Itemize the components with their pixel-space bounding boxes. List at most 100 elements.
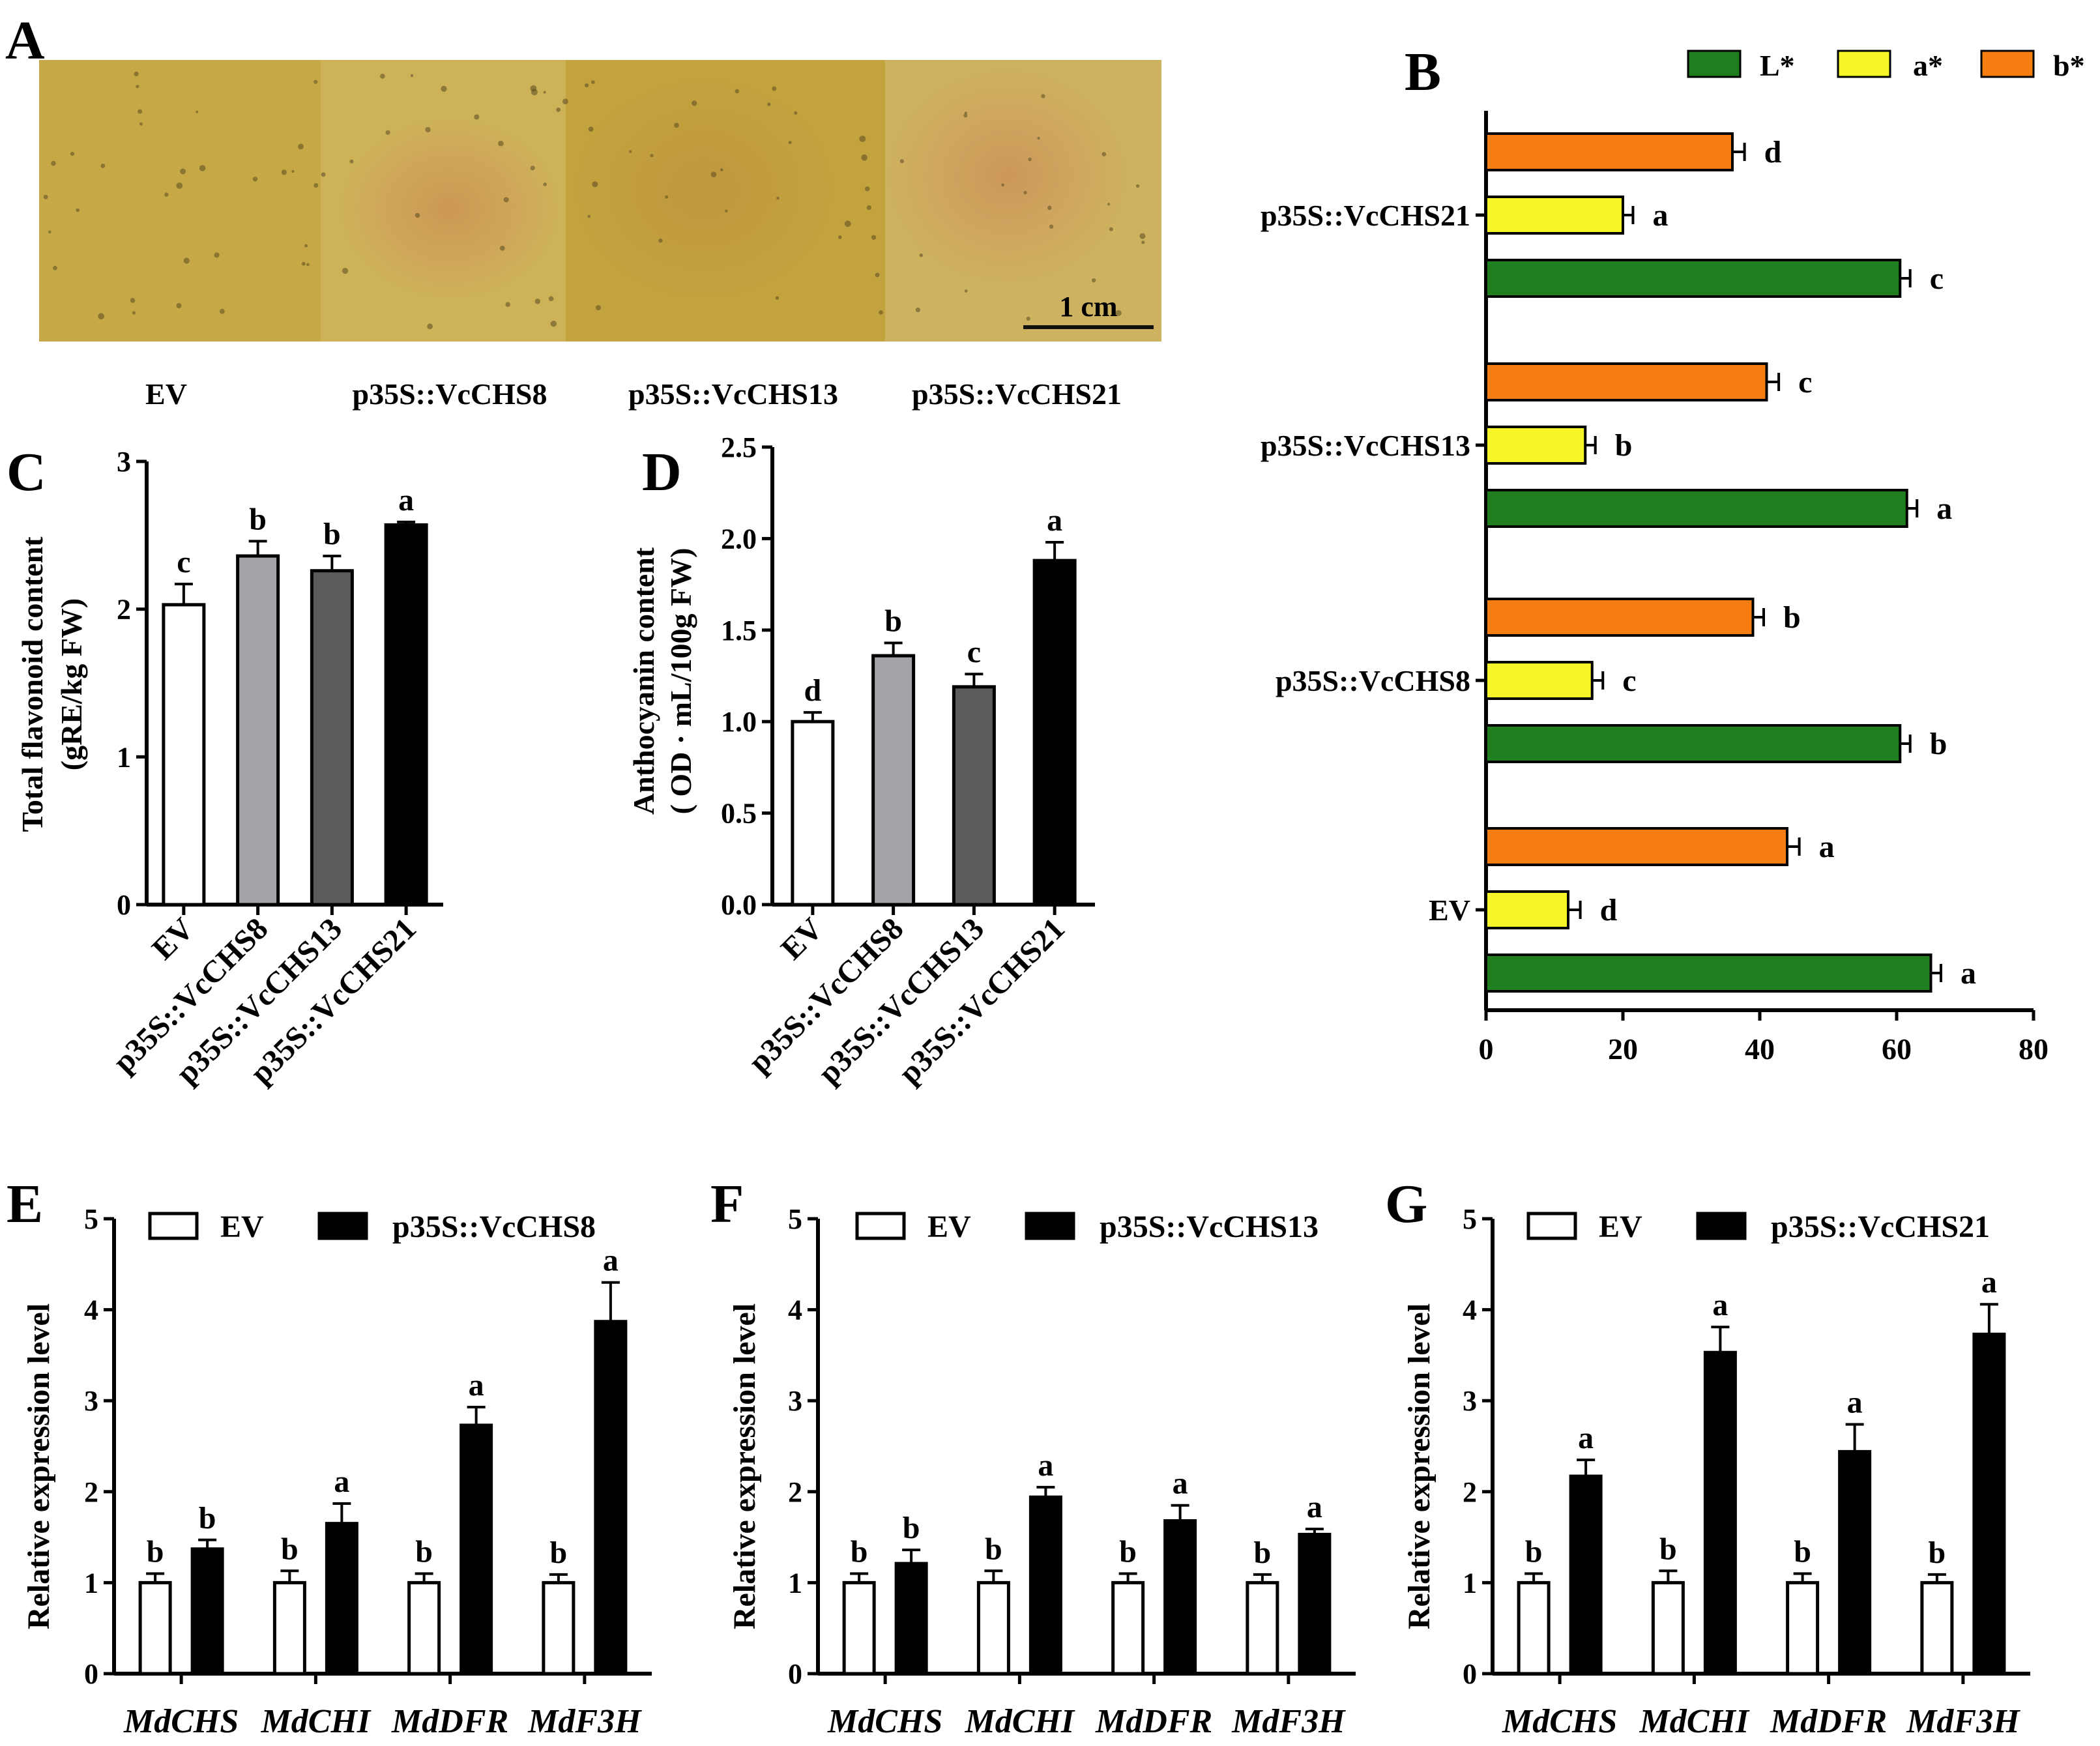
chart-b-y-label: p35S::VcCHS13 xyxy=(1261,429,1470,462)
chart-f-x-label: MdCHI xyxy=(965,1703,1075,1740)
chart-c-y-tick-label: 1 xyxy=(117,741,131,773)
chart-c-y-tick-label: 3 xyxy=(117,446,131,478)
chart-c-bar-cat1 xyxy=(236,554,280,907)
photo-pore xyxy=(710,171,717,178)
photo-pore xyxy=(176,303,182,309)
chart-e-sig-letter: b xyxy=(199,1501,216,1535)
photo-pore xyxy=(844,220,851,227)
photo-pore xyxy=(505,302,510,307)
legend-swatch-a xyxy=(1837,50,1891,78)
chart-g: G Relative expression level 0 1 2 3 4 5 b a MdCH… xyxy=(1385,1174,2030,1740)
chart-b-y-label: EV xyxy=(1429,894,1470,927)
chart-c-bar-cat2 xyxy=(310,569,354,907)
chart-g-sig-letter: b xyxy=(1929,1535,1946,1570)
photo-pore xyxy=(543,91,546,94)
photo-pore xyxy=(543,182,547,186)
chart-e-y-tick-label: 2 xyxy=(84,1476,98,1508)
photo-pore xyxy=(1041,94,1045,98)
chart-b-sig-letter: c xyxy=(1798,365,1812,400)
photo-pore xyxy=(180,168,186,175)
photo-pore xyxy=(879,310,883,315)
chart-f-sig-letter: b xyxy=(1254,1535,1272,1570)
legend-label-a: a* xyxy=(1913,49,1943,82)
chart-d-y-tick-label: 1.0 xyxy=(721,706,757,738)
photo-pore xyxy=(130,298,136,303)
chart-e-sig-letter: b xyxy=(550,1535,568,1570)
chart-b-sig-letter: a xyxy=(1819,830,1835,864)
photo-pore xyxy=(1028,157,1032,162)
photo-pore xyxy=(136,85,139,89)
chart-f-legend-swatch-transgenic xyxy=(1025,1212,1075,1240)
photo-pore xyxy=(725,209,728,212)
chart-b-sig-letter: a xyxy=(1936,491,1952,526)
chart-e-sig-letter: b xyxy=(147,1534,164,1569)
chart-d-sig-letter: c xyxy=(967,635,981,669)
photo-pore xyxy=(298,143,304,150)
chart-g-x-label: MdF3H xyxy=(1906,1703,2020,1740)
chart-b-y-label: p35S::VcCHS21 xyxy=(1261,199,1470,232)
photo-pore xyxy=(164,192,169,197)
chart-f-sig-letter: a xyxy=(1307,1490,1322,1524)
chart-g-x-label: MdCHS xyxy=(1502,1703,1617,1740)
chart-d-y-tick-label: 2.0 xyxy=(721,523,757,555)
chart-f-legend-swatch-ev xyxy=(855,1212,906,1240)
chart-g-bar-transgenic xyxy=(1569,1474,1603,1676)
photo-label-vcchs13: p35S::VcCHS13 xyxy=(628,377,838,411)
chart-f-y-tick-label: 5 xyxy=(788,1203,802,1235)
chart-e-y-tick-label: 5 xyxy=(84,1203,98,1235)
chart-b-bar-a-star xyxy=(1485,426,1587,465)
photo-pore xyxy=(76,208,80,212)
chart-b-sig-letter: a xyxy=(1961,956,1976,991)
chart-g-y-tick-label: 1 xyxy=(1463,1567,1477,1599)
photo-pore xyxy=(1135,184,1140,188)
photo-pore xyxy=(306,263,310,267)
chart-b-sig-letter: b xyxy=(1930,727,1947,761)
chart-f-legend-label-ev: EV xyxy=(927,1210,971,1244)
chart-b-bar-l-star xyxy=(1485,953,1932,993)
chart-e-bar-transgenic xyxy=(594,1320,628,1676)
chart-g-sig-letter: a xyxy=(1578,1421,1594,1455)
chart-e-y-tick-label: 0 xyxy=(84,1658,98,1690)
chart-d-sig-letter: b xyxy=(884,604,902,638)
photo-pore xyxy=(1107,203,1111,206)
chart-g-legend-label-ev: EV xyxy=(1599,1210,1642,1244)
photo-pore xyxy=(871,235,877,240)
chart-c-sig-letter: b xyxy=(323,517,341,551)
chart-f-x-label: MdDFR xyxy=(1095,1703,1212,1740)
photo-pore xyxy=(674,123,679,128)
chart-e-legend-label-transgenic: p35S::VcCHS8 xyxy=(392,1210,596,1244)
photo-pore xyxy=(314,80,318,84)
chart-c-bar-cat3 xyxy=(384,523,428,907)
chart-f-sig-letter: b xyxy=(903,1511,920,1545)
chart-f-sig-letter: a xyxy=(1173,1466,1188,1501)
photo-pore xyxy=(1037,137,1040,140)
chart-d-x-label: EV xyxy=(774,911,830,967)
photo-pore xyxy=(1023,190,1027,195)
panel-g-letter: G xyxy=(1385,1174,1427,1234)
chart-b-bar-b-star xyxy=(1485,598,1755,637)
chart-b-x-tick-label: 0 xyxy=(1479,1032,1494,1066)
photo-pore xyxy=(100,164,106,168)
chart-g-sig-letter: a xyxy=(1712,1288,1728,1322)
photo-pore xyxy=(866,205,871,211)
chart-c-sig-letter: b xyxy=(249,502,267,536)
chart-f-ylabel: Relative expression level xyxy=(727,1303,762,1629)
chart-c-y-tick-label: 2 xyxy=(117,594,131,626)
photo-pore xyxy=(183,257,190,264)
panel-a-letter: A xyxy=(5,10,45,71)
photo-pores xyxy=(43,71,1146,330)
chart-e-y-tick-label: 3 xyxy=(84,1385,98,1417)
photo-pore xyxy=(474,114,480,120)
chart-b-bar-l-star xyxy=(1485,259,1902,298)
chart-g-sig-letter: b xyxy=(1794,1534,1811,1569)
photo-pore xyxy=(562,98,568,105)
chart-g-x-label: MdDFR xyxy=(1770,1703,1887,1740)
chart-e-y-tick-label: 1 xyxy=(84,1567,98,1599)
photo-pore xyxy=(629,150,632,153)
chart-e-sig-letter: a xyxy=(603,1244,619,1278)
photo-pore xyxy=(53,265,57,270)
chart-b-sig-letter: b xyxy=(1615,428,1633,463)
chart-c-y-tick-label: 0 xyxy=(117,889,131,921)
chart-d-bar-cat3 xyxy=(1032,559,1077,907)
panel-f-letter: F xyxy=(710,1174,744,1234)
